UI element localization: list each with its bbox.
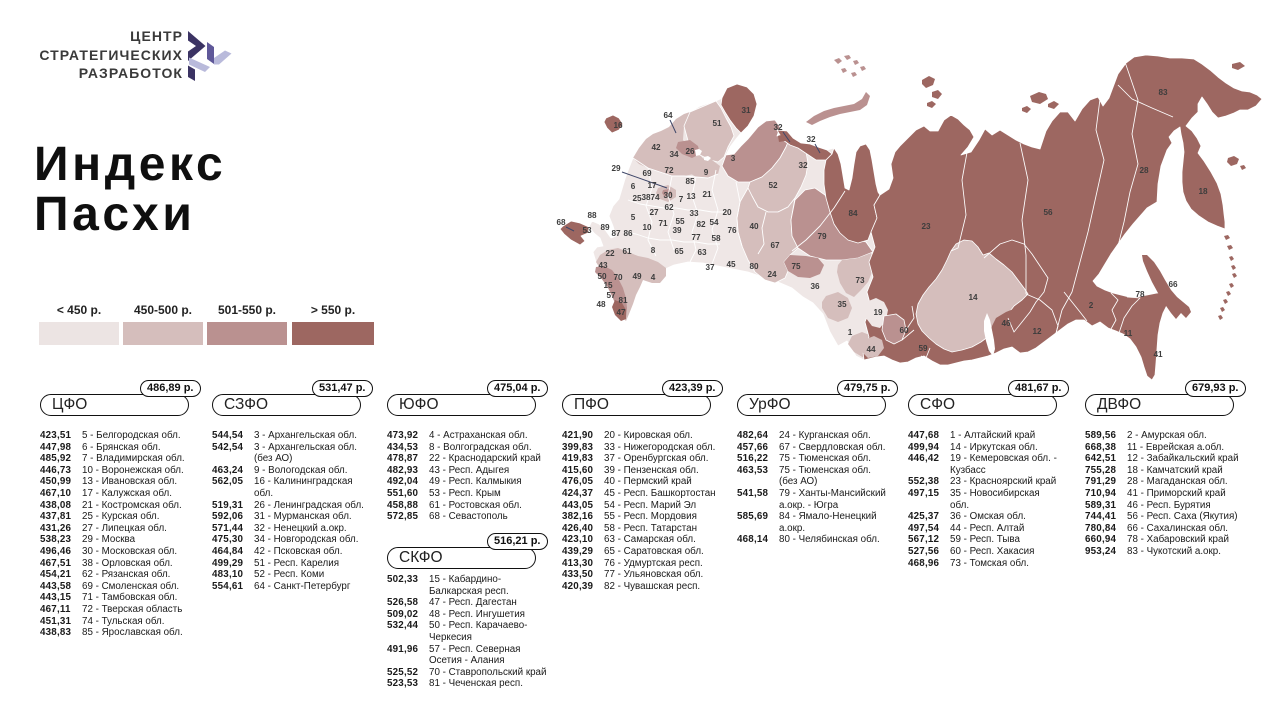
svg-text:41: 41 <box>1153 350 1163 359</box>
svg-text:46: 46 <box>1001 319 1011 328</box>
svg-text:66: 66 <box>1168 280 1178 289</box>
svg-text:3: 3 <box>731 154 736 163</box>
svg-text:63: 63 <box>697 248 707 257</box>
svg-text:32: 32 <box>806 135 816 144</box>
svg-text:12: 12 <box>1032 327 1042 336</box>
svg-text:24: 24 <box>767 270 777 279</box>
svg-text:88: 88 <box>587 211 597 220</box>
svg-text:36: 36 <box>810 282 820 291</box>
svg-text:57: 57 <box>606 291 616 300</box>
svg-text:75: 75 <box>791 262 801 271</box>
svg-text:65: 65 <box>674 247 684 256</box>
svg-text:14: 14 <box>968 293 978 302</box>
svg-text:49: 49 <box>632 272 642 281</box>
svg-text:6: 6 <box>631 182 636 191</box>
svg-text:18: 18 <box>1198 187 1208 196</box>
svg-text:56: 56 <box>1043 208 1053 217</box>
svg-text:54: 54 <box>709 218 719 227</box>
svg-text:2: 2 <box>1089 301 1094 310</box>
svg-text:22: 22 <box>605 249 615 258</box>
svg-text:73: 73 <box>855 276 865 285</box>
svg-text:59: 59 <box>918 344 928 353</box>
svg-text:30: 30 <box>663 191 673 200</box>
svg-text:76: 76 <box>727 226 737 235</box>
svg-text:51: 51 <box>712 119 722 128</box>
svg-text:47: 47 <box>616 308 626 317</box>
svg-text:9: 9 <box>704 168 709 177</box>
svg-text:29: 29 <box>611 164 621 173</box>
svg-text:25: 25 <box>632 194 642 203</box>
svg-text:38: 38 <box>641 193 651 202</box>
svg-text:17: 17 <box>647 181 657 190</box>
svg-text:32: 32 <box>773 123 783 132</box>
svg-text:82: 82 <box>696 220 706 229</box>
svg-text:86: 86 <box>623 229 633 238</box>
svg-text:31: 31 <box>741 106 751 115</box>
svg-text:1: 1 <box>848 328 853 337</box>
svg-text:26: 26 <box>685 147 695 156</box>
svg-text:43: 43 <box>598 261 608 270</box>
svg-text:84: 84 <box>848 209 858 218</box>
svg-text:55: 55 <box>675 217 685 226</box>
svg-text:50: 50 <box>597 272 607 281</box>
svg-text:60: 60 <box>899 326 909 335</box>
svg-text:81: 81 <box>618 296 628 305</box>
svg-text:19: 19 <box>873 308 883 317</box>
svg-text:28: 28 <box>1139 166 1149 175</box>
svg-text:42: 42 <box>651 143 661 152</box>
svg-text:77: 77 <box>691 233 701 242</box>
svg-text:35: 35 <box>837 300 847 309</box>
svg-text:34: 34 <box>669 150 679 159</box>
svg-text:74: 74 <box>650 193 660 202</box>
svg-text:21: 21 <box>702 190 712 199</box>
svg-text:15: 15 <box>603 281 613 290</box>
svg-text:33: 33 <box>689 209 699 218</box>
svg-text:64: 64 <box>663 111 673 120</box>
svg-text:4: 4 <box>651 273 656 282</box>
svg-text:16: 16 <box>613 121 623 130</box>
svg-text:7: 7 <box>679 195 684 204</box>
svg-text:27: 27 <box>649 208 659 217</box>
svg-text:79: 79 <box>817 232 827 241</box>
svg-text:83: 83 <box>1158 88 1168 97</box>
svg-text:70: 70 <box>613 273 623 282</box>
svg-text:13: 13 <box>686 192 696 201</box>
svg-text:20: 20 <box>722 208 732 217</box>
svg-text:45: 45 <box>726 260 736 269</box>
svg-text:32: 32 <box>798 161 808 170</box>
svg-text:53: 53 <box>582 226 592 235</box>
svg-text:44: 44 <box>866 345 876 354</box>
svg-text:40: 40 <box>749 222 759 231</box>
svg-text:61: 61 <box>622 247 632 256</box>
svg-text:87: 87 <box>611 229 621 238</box>
svg-text:48: 48 <box>596 300 606 309</box>
svg-text:78: 78 <box>1135 290 1145 299</box>
svg-text:68: 68 <box>556 218 566 227</box>
svg-text:62: 62 <box>664 203 674 212</box>
svg-text:58: 58 <box>711 234 721 243</box>
svg-text:52: 52 <box>768 181 778 190</box>
svg-text:11: 11 <box>1124 329 1133 338</box>
svg-text:10: 10 <box>642 223 652 232</box>
svg-text:39: 39 <box>672 226 682 235</box>
svg-text:71: 71 <box>658 219 668 228</box>
svg-text:85: 85 <box>685 177 695 186</box>
svg-text:72: 72 <box>664 166 674 175</box>
svg-text:67: 67 <box>770 241 780 250</box>
svg-text:69: 69 <box>642 169 652 178</box>
svg-text:37: 37 <box>705 263 715 272</box>
svg-text:80: 80 <box>749 262 759 271</box>
svg-text:5: 5 <box>631 213 636 222</box>
svg-text:8: 8 <box>651 246 656 255</box>
svg-text:89: 89 <box>600 223 610 232</box>
svg-text:23: 23 <box>921 222 931 231</box>
